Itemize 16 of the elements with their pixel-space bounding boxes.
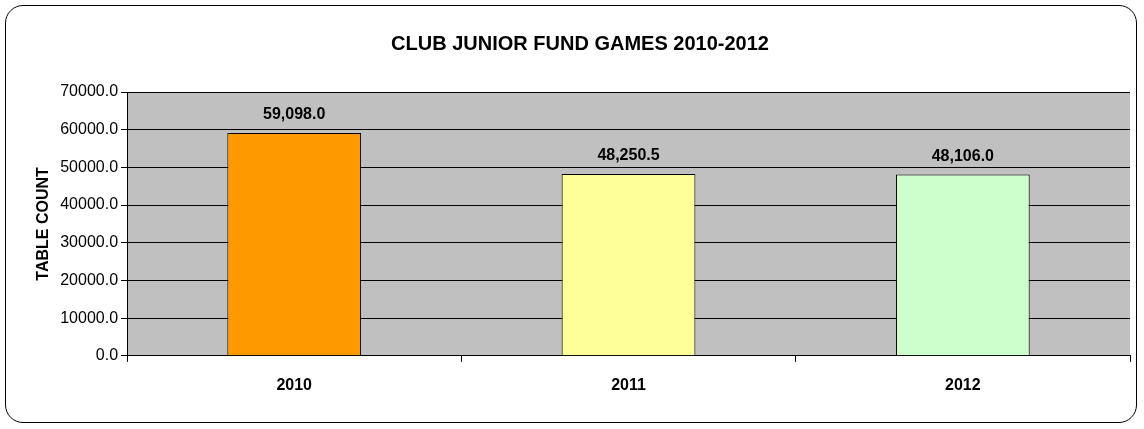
y-tick-label: 20000.0	[60, 270, 119, 288]
y-tick-label: 10000.0	[60, 308, 119, 326]
y-axis-title: TABLE COUNT	[34, 166, 52, 281]
x-tick-label: 2010	[276, 375, 313, 393]
chart-title: CLUB JUNIOR FUND GAMES 2010-2012	[391, 31, 769, 54]
y-tick-label: 70000.0	[60, 82, 119, 100]
y-tick-label: 40000.0	[60, 195, 119, 213]
y-tick-label: 0.0	[95, 346, 119, 364]
data-label: 48,106.0	[931, 146, 995, 164]
y-tick-label: 60000.0	[60, 120, 119, 138]
y-tick-label: 30000.0	[60, 233, 119, 251]
data-label: 59,098.0	[263, 105, 326, 123]
x-tick-label: 2011	[611, 375, 646, 393]
data-label: 48,250.5	[597, 146, 660, 164]
y-tick-label: 50000.0	[60, 157, 119, 175]
x-tick-label: 2012	[945, 375, 981, 393]
